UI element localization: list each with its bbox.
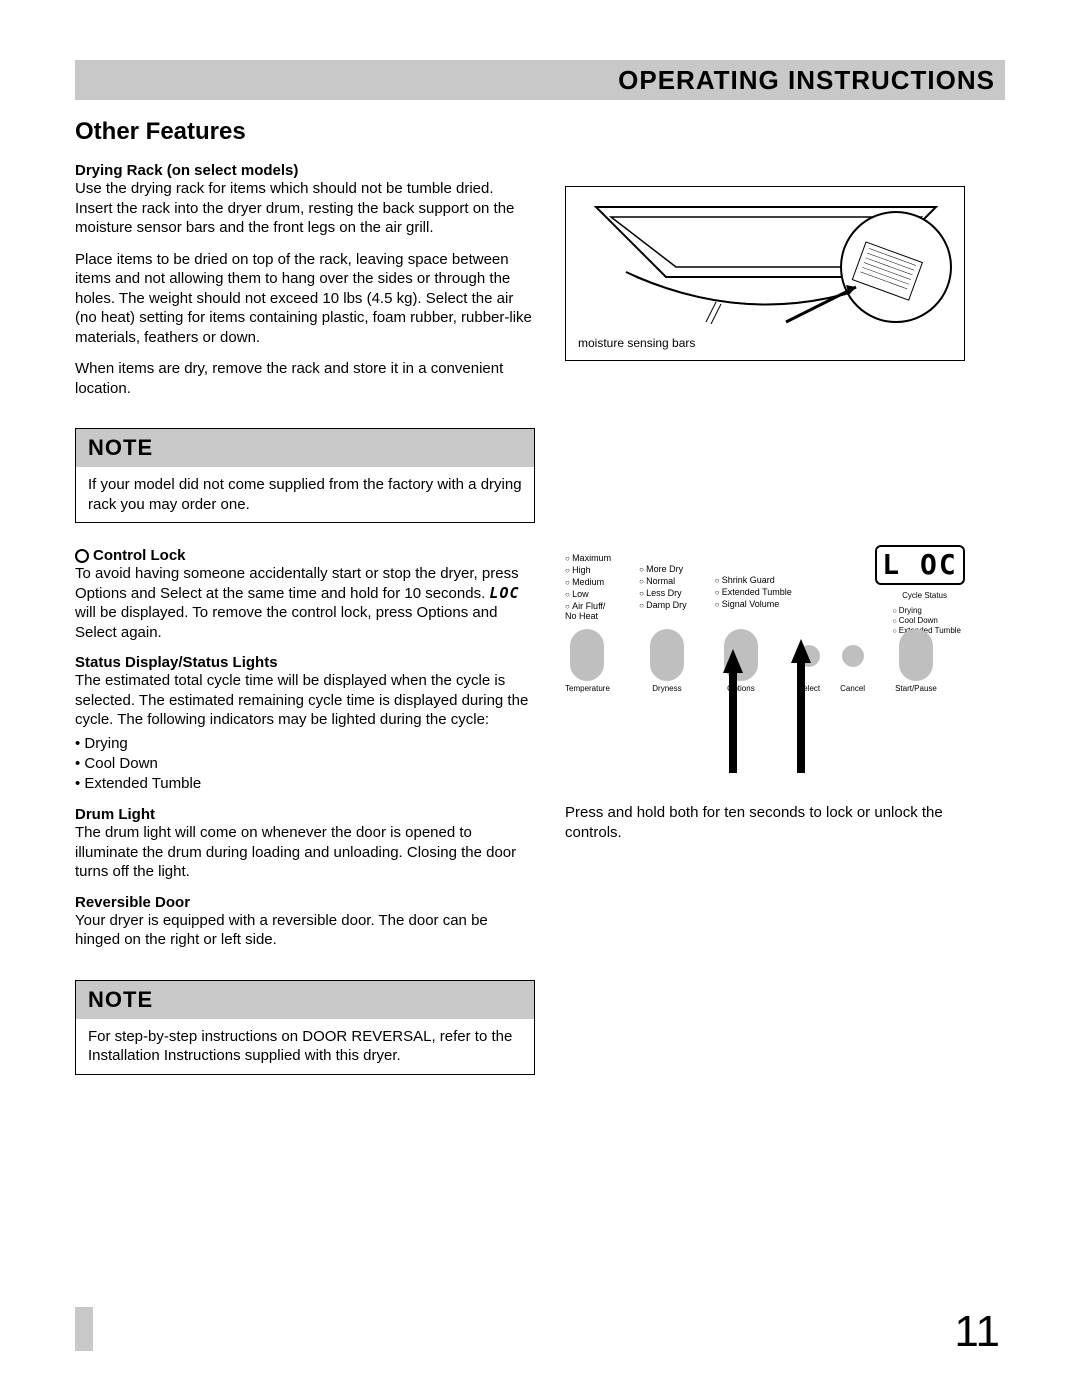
- note-body-2: For step-by-step instructions on DOOR RE…: [76, 1019, 534, 1074]
- header-band: OPERATING INSTRUCTIONS: [75, 60, 1005, 100]
- drying-rack-p3: When items are dry, remove the rack and …: [75, 359, 535, 398]
- status-bullets: • Drying • Cool Down • Extended Tumble: [75, 734, 535, 795]
- drying-rack-diagram: moisture sensing bars: [565, 186, 965, 361]
- arrow-2: [791, 639, 811, 773]
- arrow-1: [723, 649, 743, 773]
- cancel-button-group: Cancel: [840, 629, 865, 693]
- lock-icon: [75, 549, 89, 563]
- note-head-2: NOTE: [76, 981, 534, 1019]
- temperature-button[interactable]: [570, 629, 604, 681]
- rack-diagram-label: moisture sensing bars: [578, 336, 695, 350]
- status-head: Status Display/Status Lights: [75, 654, 535, 671]
- cycle-status-head: Cycle Status: [902, 591, 947, 600]
- start-pause-button[interactable]: [899, 629, 933, 681]
- dryness-button[interactable]: [650, 629, 684, 681]
- drum-head: Drum Light: [75, 806, 535, 823]
- control-lock-body: To avoid having someone accidentally sta…: [75, 564, 535, 642]
- door-head: Reversible Door: [75, 894, 535, 911]
- section-title: Other Features: [75, 118, 1005, 146]
- loc-inline: LOC: [489, 584, 519, 602]
- temp-button-group: Temperature: [565, 629, 610, 693]
- lcd-display: L OC: [875, 545, 965, 585]
- drying-rack-p2: Place items to be dried on top of the ra…: [75, 250, 535, 348]
- drying-rack-p1: Use the drying rack for items which shou…: [75, 179, 535, 238]
- note-box-2: NOTE For step-by-step instructions on DO…: [75, 980, 535, 1075]
- temp-options: Maximum High Medium Low Air Fluff/ No He…: [565, 551, 611, 623]
- footer-bar: [75, 1307, 93, 1351]
- start-button-group: Start/Pause: [895, 629, 937, 693]
- note-head-1: NOTE: [76, 429, 534, 467]
- status-body: The estimated total cycle time will be d…: [75, 671, 535, 730]
- drying-rack-head: Drying Rack (on select models): [75, 162, 535, 179]
- extra-options: Shrink Guard Extended Tumble Signal Volu…: [715, 573, 792, 623]
- note-body-1: If your model did not come supplied from…: [76, 467, 534, 522]
- dryness-button-group: Dryness: [650, 629, 684, 693]
- header-title: OPERATING INSTRUCTIONS: [618, 65, 995, 96]
- page-number: 11: [954, 1307, 1000, 1357]
- dryness-options: More Dry Normal Less Dry Damp Dry: [639, 562, 687, 623]
- drum-body: The drum light will come on whenever the…: [75, 823, 535, 882]
- door-body: Your dryer is equipped with a reversible…: [75, 911, 535, 950]
- panel-caption: Press and hold both for ten seconds to l…: [565, 803, 965, 842]
- note-box-1: NOTE If your model did not come supplied…: [75, 428, 535, 523]
- control-lock-head: Control Lock: [75, 547, 535, 564]
- control-panel-diagram: L OC Cycle Status Drying Cool Down Exten…: [565, 551, 965, 842]
- cancel-button[interactable]: [842, 645, 864, 667]
